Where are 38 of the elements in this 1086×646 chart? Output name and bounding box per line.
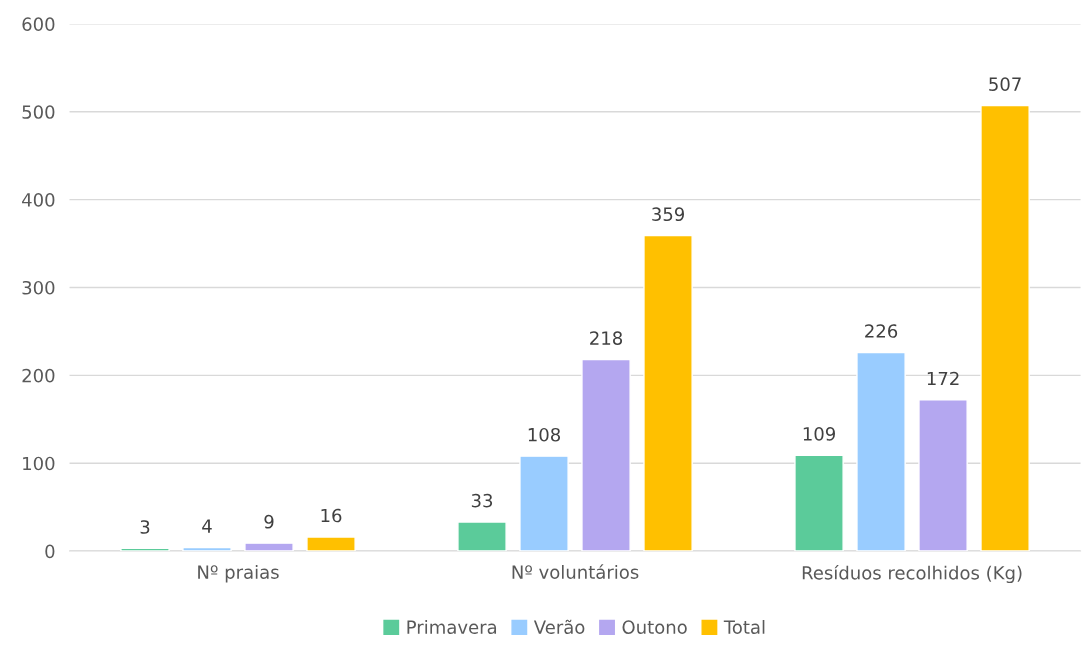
data-label: 507 [989,77,1021,91]
legend-label: Outono [622,620,687,634]
data-label: 3 [140,520,150,534]
data-label: 9 [264,514,274,529]
y-tick-label: 200 [22,368,55,383]
bar [519,455,569,552]
x-tick-label: Resíduos recolhidos (Kg) [802,564,1022,584]
data-label: 4 [202,519,212,533]
y-tick-label: 300 [22,280,55,295]
data-label: 108 [528,427,561,442]
bar [581,358,631,552]
bar [856,351,906,552]
y-tick-label: 0 [45,544,55,559]
legend-label: Total [723,620,765,634]
bar [457,521,507,552]
legend-label: Verão [533,619,585,634]
data-label: 109 [803,427,835,441]
bar [182,546,232,552]
bar [980,104,1030,552]
y-tick-label: 100 [23,456,55,471]
bar [643,234,693,552]
bar [306,536,356,552]
bar [120,547,170,552]
y-tick-label: 500 [22,105,55,119]
data-label: 218 [590,331,623,345]
x-tick-label: Nº voluntários [512,564,639,579]
data-label: 226 [865,324,898,338]
bar [244,542,294,552]
y-tick-label: 600 [22,17,55,32]
data-label: 16 [321,508,342,523]
data-label: 359 [652,207,685,222]
legend-label: Primavera [407,620,497,634]
bar [918,399,968,552]
y-tick-label: 400 [22,193,55,207]
bar [794,454,844,552]
data-label: 33 [471,493,493,508]
x-tick-label: Nº praias [198,564,279,583]
data-label: 172 [927,371,959,386]
